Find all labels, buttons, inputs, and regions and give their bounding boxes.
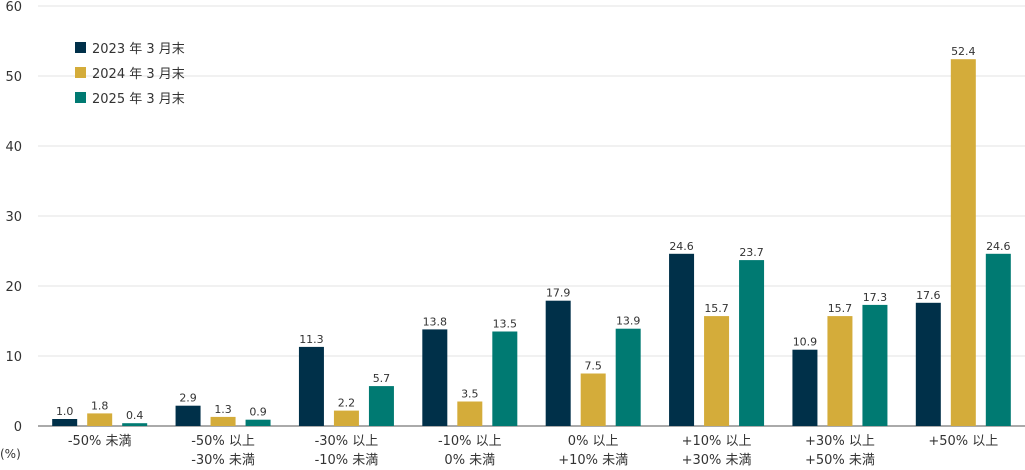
bar bbox=[457, 401, 483, 426]
bar bbox=[985, 253, 1011, 426]
data-label: 5.7 bbox=[373, 372, 391, 385]
data-label: 13.5 bbox=[493, 318, 518, 331]
data-label: 7.5 bbox=[584, 360, 602, 373]
data-label: 10.9 bbox=[793, 336, 818, 349]
y-tick-label: 0 bbox=[14, 420, 22, 435]
legend-label: 2023 年 3 月末 bbox=[92, 42, 185, 57]
x-axis: -50% 未満 -50% 以上 -30% 未満 -30% 以上 -10% 未満 -10% … bbox=[68, 434, 998, 468]
bar bbox=[950, 59, 976, 426]
bar bbox=[827, 316, 853, 426]
value-labels: 1.0 2.9 11.3 13.8 17.9 24.6 10.9 17.6 1.8 1.3 2.2 3… bbox=[56, 45, 1011, 422]
data-label: 17.3 bbox=[863, 291, 888, 304]
unit-label: (%) bbox=[0, 447, 21, 461]
y-tick-label: 30 bbox=[5, 210, 22, 225]
legend: 2023 年 3 月末 2024 年 3 月末 2025 年 3 月末 bbox=[75, 42, 185, 107]
x-tick-label: +10% 未満 bbox=[558, 453, 628, 468]
x-tick-label: -10% 未満 bbox=[315, 453, 379, 468]
x-tick-label: +50% 未満 bbox=[805, 453, 875, 468]
data-label: 15.7 bbox=[704, 302, 729, 315]
data-label: 1.0 bbox=[56, 405, 74, 418]
data-label: 2.9 bbox=[179, 392, 197, 405]
bars bbox=[52, 59, 1011, 426]
y-tick-label: 10 bbox=[5, 350, 22, 365]
bar bbox=[669, 253, 695, 426]
bar bbox=[545, 300, 571, 426]
data-label: 23.7 bbox=[739, 246, 764, 259]
x-tick-label: 0% 未満 bbox=[444, 453, 495, 468]
legend-swatch bbox=[75, 67, 86, 78]
x-tick-label: -50% 以上 bbox=[191, 434, 255, 449]
bar bbox=[368, 386, 394, 426]
bar bbox=[422, 329, 448, 426]
bar bbox=[915, 302, 941, 426]
bar bbox=[52, 419, 78, 426]
x-tick-label: +30% 以上 bbox=[805, 434, 875, 449]
bar bbox=[333, 410, 359, 426]
data-label: 1.3 bbox=[214, 403, 232, 416]
bar bbox=[862, 304, 888, 426]
legend-swatch bbox=[75, 92, 86, 103]
bar bbox=[245, 419, 271, 426]
x-tick-label: -10% 以上 bbox=[438, 434, 502, 449]
y-tick-label: 50 bbox=[5, 70, 22, 85]
data-label: 15.7 bbox=[828, 302, 853, 315]
bar bbox=[739, 260, 765, 426]
data-label: 24.6 bbox=[669, 240, 694, 253]
y-axis: 0 10 20 30 40 50 60 bbox=[5, 0, 22, 435]
x-tick-label: +30% 未満 bbox=[682, 453, 752, 468]
data-label: 24.6 bbox=[986, 240, 1011, 253]
data-label: 11.3 bbox=[299, 333, 324, 346]
bar bbox=[792, 349, 818, 426]
grid-lines bbox=[38, 5, 1025, 427]
legend-label: 2024 年 3 月末 bbox=[92, 67, 185, 82]
x-tick-label: +10% 以上 bbox=[682, 434, 752, 449]
bar bbox=[580, 373, 606, 426]
data-label: 17.6 bbox=[916, 289, 941, 302]
bar bbox=[704, 316, 730, 426]
bar bbox=[175, 405, 201, 426]
bar bbox=[210, 416, 236, 426]
x-tick-label: -30% 未満 bbox=[191, 453, 255, 468]
x-tick-label: -30% 以上 bbox=[315, 434, 379, 449]
data-label: 3.5 bbox=[461, 388, 479, 401]
data-label: 52.4 bbox=[951, 45, 976, 58]
y-tick-label: 40 bbox=[5, 140, 22, 155]
data-label: 13.9 bbox=[616, 315, 641, 328]
data-label: 2.2 bbox=[338, 397, 356, 410]
y-tick-label: 20 bbox=[5, 280, 22, 295]
bar bbox=[122, 423, 148, 426]
data-label: 13.8 bbox=[423, 315, 448, 328]
legend-swatch bbox=[75, 42, 86, 53]
data-label: 0.4 bbox=[126, 409, 144, 422]
bar bbox=[615, 328, 641, 426]
x-tick-label: +50% 以上 bbox=[928, 434, 998, 449]
legend-label: 2025 年 3 月末 bbox=[92, 92, 185, 107]
data-label: 17.9 bbox=[546, 287, 571, 300]
data-label: 1.8 bbox=[91, 399, 109, 412]
bar bbox=[492, 331, 518, 426]
bar bbox=[87, 413, 113, 426]
x-tick-label: -50% 未満 bbox=[68, 434, 132, 449]
bar bbox=[298, 346, 324, 426]
x-tick-label: 0% 以上 bbox=[568, 434, 619, 449]
y-tick-label: 60 bbox=[5, 0, 22, 15]
data-label: 0.9 bbox=[249, 406, 267, 419]
